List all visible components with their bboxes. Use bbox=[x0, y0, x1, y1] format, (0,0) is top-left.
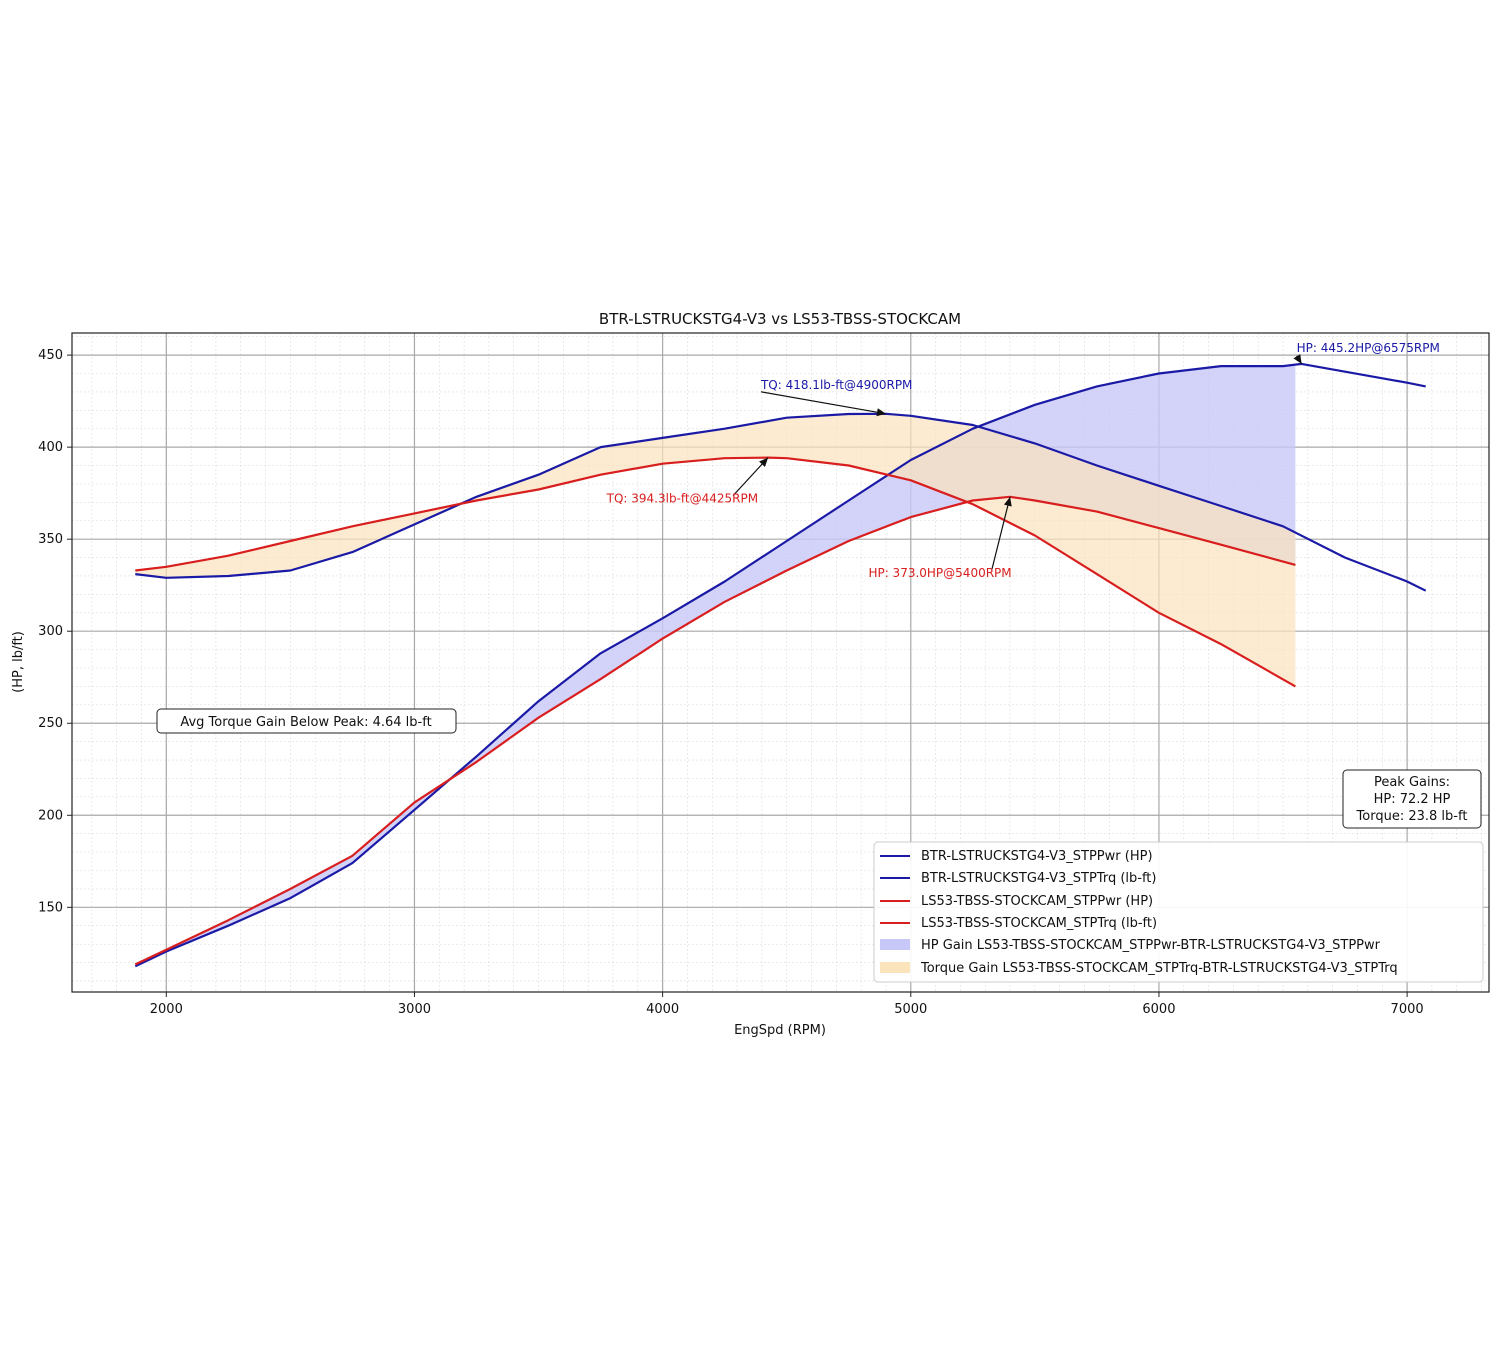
y-tick-label: 200 bbox=[38, 808, 63, 823]
peak-gains-hp: HP: 72.2 HP bbox=[1374, 792, 1451, 807]
legend-swatch-hp-gain bbox=[880, 939, 910, 950]
torque-gain-fill bbox=[135, 413, 1296, 687]
btr-peak-torque-label: TQ: 418.1lb-ft@4900RPM bbox=[760, 378, 912, 392]
y-tick-label: 450 bbox=[38, 348, 63, 363]
ls53-torque-line bbox=[135, 456, 1296, 688]
hp-gain-fill bbox=[135, 364, 1296, 967]
y-tick-label: 150 bbox=[38, 900, 63, 915]
legend-label-ls53-hp: LS53-TBSS-STOCKCAM_STPPwr (HP) bbox=[921, 894, 1153, 909]
gain-fills bbox=[135, 364, 1296, 967]
avg-torque-box: Avg Torque Gain Below Peak: 4.64 lb-ft bbox=[156, 708, 457, 734]
y-tick-label: 250 bbox=[38, 716, 63, 731]
btr-peak-hp-label: HP: 445.2HP@6575RPM bbox=[1297, 341, 1440, 355]
legend-swatch-torque-gain bbox=[880, 962, 910, 973]
ls53-peak-hp-label: HP: 373.0HP@5400RPM bbox=[868, 566, 1011, 580]
btr-peak-torque-arrow bbox=[760, 391, 887, 415]
y-tick-label: 300 bbox=[38, 624, 63, 639]
ls53-hp-line bbox=[134, 495, 1296, 966]
ls53-peak-torque-arrowhead bbox=[759, 457, 769, 467]
ls53-peak-torque-label: TQ: 394.3lb-ft@4425RPM bbox=[606, 492, 758, 506]
btr-peak-hp-arrowhead bbox=[1293, 354, 1302, 364]
series-lines bbox=[134, 362, 1427, 968]
plot-frame bbox=[71, 332, 1490, 993]
y-tick-label: 350 bbox=[38, 532, 63, 547]
chart-title: BTR-LSTRUCKSTG4-V3 vs LS53-TBSS-STOCKCAM bbox=[599, 310, 961, 328]
x-tick-label: 2000 bbox=[150, 1002, 183, 1017]
y-tick-label: 400 bbox=[38, 440, 63, 455]
legend-label-btr-hp: BTR-LSTRUCKSTG4-V3_STPPwr (HP) bbox=[921, 849, 1153, 864]
x-tick-label: 3000 bbox=[398, 1002, 431, 1017]
y-axis-label: (HP, lb/ft) bbox=[11, 631, 26, 693]
legend-label-torque-gain: Torque Gain LS53-TBSS-STOCKCAM_STPTrq-BT… bbox=[920, 961, 1398, 976]
x-tick-label: 7000 bbox=[1391, 1002, 1424, 1017]
legend-label-btr-trq: BTR-LSTRUCKSTG4-V3_STPTrq (lb-ft) bbox=[921, 871, 1156, 886]
peak-gains-box: Peak Gains: HP: 72.2 HP Torque: 23.8 lb-… bbox=[1342, 769, 1482, 829]
legend-label-hp-gain: HP Gain LS53-TBSS-STOCKCAM_STPPwr-BTR-LS… bbox=[921, 938, 1381, 953]
legend: BTR-LSTRUCKSTG4-V3_STPPwr (HP) BTR-LSTRU… bbox=[873, 841, 1484, 983]
ls53-peak-hp-arrowhead bbox=[1003, 496, 1012, 507]
btr-peak-torque-arrowhead bbox=[876, 408, 886, 417]
btr-hp-line bbox=[134, 362, 1426, 968]
x-tick-label: 5000 bbox=[894, 1002, 927, 1017]
annotations: TQ: 418.1lb-ft@4900RPM TQ: 394.3lb-ft@442… bbox=[606, 341, 1440, 580]
x-tick-label: 6000 bbox=[1142, 1002, 1175, 1017]
x-tick-label: 4000 bbox=[646, 1002, 679, 1017]
peak-gains-torque: Torque: 23.8 lb-ft bbox=[1356, 809, 1468, 824]
legend-label-ls53-trq: LS53-TBSS-STOCKCAM_STPTrq (lb-ft) bbox=[921, 916, 1157, 931]
avg-torque-text: Avg Torque Gain Below Peak: 4.64 lb-ft bbox=[180, 715, 431, 730]
peak-gains-title: Peak Gains: bbox=[1374, 775, 1450, 790]
x-axis-label: EngSpd (RPM) bbox=[734, 1023, 826, 1038]
btr-torque-line bbox=[135, 412, 1427, 592]
axis-ticks: 2000 3000 4000 5000 6000 7000 150 200 250 300 350 4… bbox=[38, 348, 1423, 1017]
ls53-peak-hp-arrow bbox=[991, 496, 1011, 569]
